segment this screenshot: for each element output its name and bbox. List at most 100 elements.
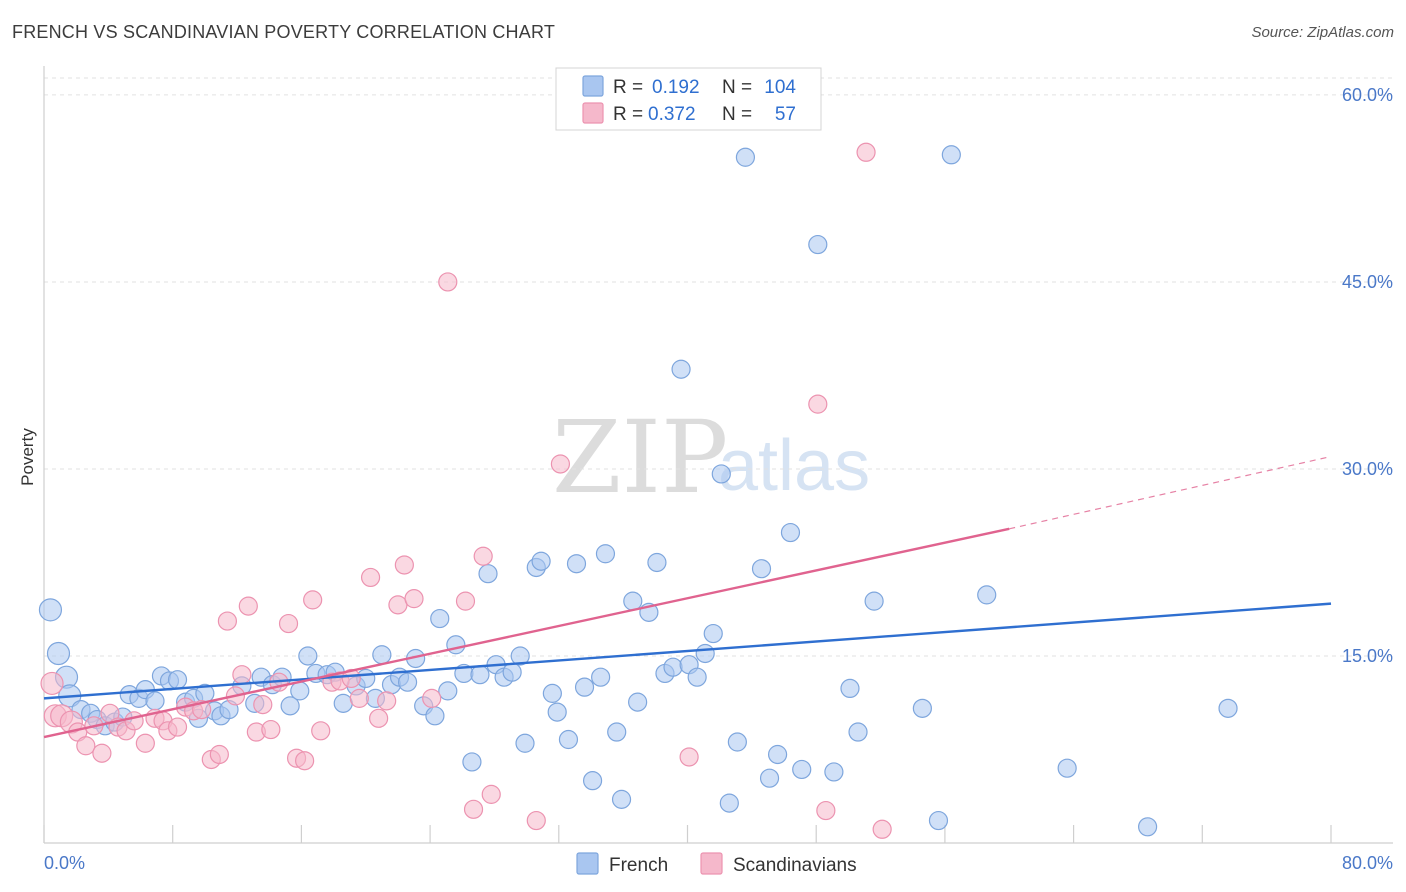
french-point [1057,758,1077,778]
legend-swatch-french [582,75,604,97]
scandinavians-point [481,784,501,804]
french-point [767,744,788,765]
scandinavians-point [455,591,476,611]
french-point [438,681,458,701]
french-point [582,771,603,791]
french-point [38,598,63,622]
scandinavians-point [76,736,96,756]
y-tick-label: 15.0% [1342,646,1393,666]
french-point [711,464,731,484]
french-point [1138,817,1158,837]
scandinavians-point [388,595,408,615]
legend-n-value-scandinavians: 57 [775,104,796,125]
french-point [759,768,780,788]
trend-lines [43,455,1332,739]
scandinavians-point [311,721,331,741]
scandinavians-point [369,708,389,728]
french-point [542,683,562,703]
x-tick-label-max: 80.0% [1342,853,1393,873]
scandinavians-point [872,819,892,839]
scandinavians-point [473,546,493,566]
french-point [928,810,949,831]
x-tick-label-min: 0.0% [44,853,85,873]
scandinavians-trend-extension [1009,455,1332,530]
french-point [824,762,844,782]
scandinavians-point [422,688,442,708]
french-trend-line [43,602,1332,700]
legend-n-label-scandinavians: N = [722,104,752,125]
watermark: ZIP atlas [552,399,870,516]
french-point [462,752,482,772]
french-point [531,551,551,571]
french-point [792,759,812,780]
french-point [912,698,932,718]
french-point [687,667,707,687]
french-point [611,789,632,809]
french-point [298,646,318,666]
french-point [941,145,961,165]
scandinavians-point [377,691,397,711]
french-point [372,645,392,665]
french-point [628,692,648,712]
french-point [558,729,579,750]
watermark-atlas: atlas [718,426,870,506]
bottom-legend-swatch-french [576,852,599,875]
scandinavians-point [261,719,281,740]
legend-n-value-french: 104 [764,77,796,98]
scandinavians-point [167,717,188,737]
french-point [663,657,683,677]
french-point [430,608,450,629]
bottom-legend-label-french: French [609,855,668,876]
legend-swatch-scandinavians [582,102,604,124]
legend-n-label-french: N = [722,77,752,98]
french-point [478,564,498,584]
axes [43,66,1393,844]
correlation-legend: R = 0.192 N = 104 R = 0.372 N = 57 [555,67,822,131]
scandinavians-point [526,810,546,831]
scandinavians-point [394,555,414,575]
scandinavians-point [438,272,458,292]
legend-r-label-scandinavians: R = [613,104,643,125]
french-point [647,552,667,573]
french-point [780,522,801,543]
scandinavians-point [303,590,323,610]
scandinavians-point [679,747,699,767]
french-point [574,677,595,697]
french-point [719,793,739,813]
scandinavians-point [856,142,876,162]
french-point [751,559,772,579]
scandinavians-point [124,711,144,731]
french-point [703,623,723,644]
bottom-legend-label-scandinavians: Scandinavians [733,855,857,876]
scandinavians-point [349,688,369,708]
scandinavians-point [404,589,424,609]
y-axis-title: Poverty [18,428,37,486]
french-point [510,646,530,666]
french-point [695,643,715,664]
chart-title: FRENCH VS SCANDINAVIAN POVERTY CORRELATI… [12,22,556,42]
scandinavians-point [238,596,258,616]
scandinavians-point [217,611,237,631]
series-legend: French Scandinavians [576,852,857,876]
french-point [607,722,627,742]
french-point [848,722,868,742]
scandinavians-point [816,800,836,821]
scandinavians-point [278,613,299,634]
french-point [46,641,71,666]
french-point [735,147,756,167]
watermark-zip: ZIP [552,399,728,516]
scandinavians-point [341,668,361,689]
french-point [566,554,587,574]
french-point [333,693,353,713]
french-point [840,678,860,699]
scandinavians-point [40,671,64,696]
french-point [502,662,522,682]
french-point [547,702,567,722]
y-tick-label: 30.0% [1342,459,1393,479]
french-point [671,359,691,379]
y-tick-label: 60.0% [1342,85,1393,105]
french-point [446,635,466,655]
french-point [470,665,490,685]
french-point [425,706,445,726]
